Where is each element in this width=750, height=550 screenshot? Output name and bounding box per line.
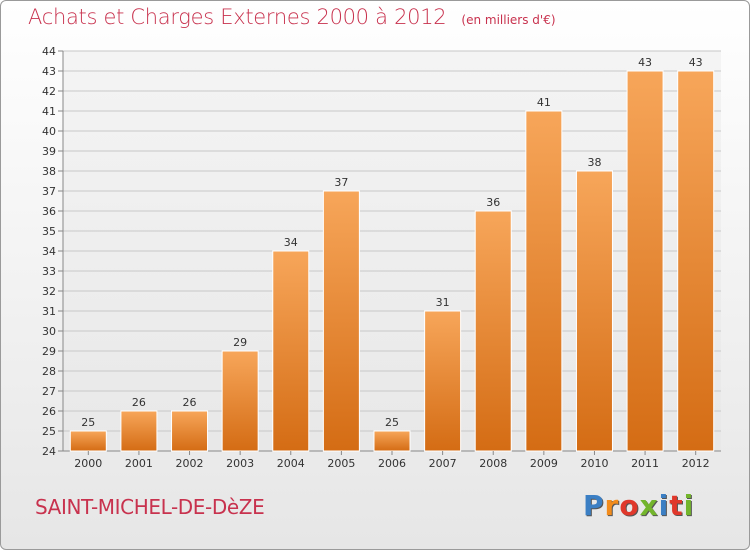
y-tick-label: 41	[42, 105, 56, 118]
y-tick-label: 27	[42, 385, 56, 398]
y-tick-label: 37	[42, 185, 56, 198]
y-tick-label: 30	[42, 325, 56, 338]
logo-letter: o	[619, 489, 640, 522]
x-tick-label: 2008	[479, 457, 507, 470]
bar	[474, 210, 512, 452]
y-tick-label: 24	[42, 445, 56, 458]
data-label: 43	[638, 56, 652, 69]
data-label: 31	[436, 296, 450, 309]
commune-name: SAINT-MICHEL-DE-DèZE	[35, 495, 265, 519]
y-tick-label: 34	[42, 245, 56, 258]
y-tick-label: 42	[42, 85, 56, 98]
y-tick-label: 35	[42, 225, 56, 238]
data-label: 38	[587, 156, 601, 169]
y-tick-label: 32	[42, 285, 56, 298]
y-tick-label: 36	[42, 205, 56, 218]
bar	[171, 410, 209, 452]
x-tick-label: 2006	[378, 457, 406, 470]
y-tick-label: 39	[42, 145, 56, 158]
y-tick-label: 25	[42, 425, 56, 438]
logo-letter: P	[583, 489, 605, 522]
logo-letter: x	[639, 489, 659, 522]
bar	[221, 350, 259, 452]
data-label: 25	[385, 416, 399, 429]
x-tick-label: 2009	[530, 457, 558, 470]
y-tick-label: 40	[42, 125, 56, 138]
bar	[322, 190, 360, 452]
data-label: 29	[233, 336, 247, 349]
bar	[373, 430, 411, 452]
y-tick-label: 33	[42, 265, 56, 278]
x-tick-label: 2005	[327, 457, 355, 470]
unit-text: (en milliers d'€)	[461, 13, 556, 27]
y-tick-label: 31	[42, 305, 56, 318]
x-tick-label: 2000	[74, 457, 102, 470]
data-label: 26	[132, 396, 146, 409]
logo-letter: i	[658, 489, 670, 522]
x-tick-label: 2012	[682, 457, 710, 470]
bar	[424, 310, 462, 452]
logo-letter: r	[604, 489, 620, 522]
data-label: 26	[183, 396, 197, 409]
title-text: Achats et Charges Externes 2000 à 2012	[28, 5, 447, 29]
plot-area: 24 25 26 27 28 29 30 31 32 33 34 35 36 37 38 39 40 41 42 43…	[42, 45, 721, 470]
bar	[626, 70, 664, 452]
logo-letter: t	[669, 489, 684, 522]
x-tick-label: 2003	[226, 457, 254, 470]
x-tick-label: 2007	[429, 457, 457, 470]
bar	[677, 70, 715, 452]
y-tick-label: 38	[42, 165, 56, 178]
bar	[575, 170, 613, 452]
x-tick-label: 2010	[580, 457, 608, 470]
x-tick-label: 2004	[277, 457, 305, 470]
data-label: 43	[689, 56, 703, 69]
data-label: 37	[334, 176, 348, 189]
logo-letter: i	[683, 489, 695, 522]
proxiti-logo: Proxiti	[583, 489, 694, 522]
y-tick-label: 43	[42, 65, 56, 78]
data-label: 41	[537, 96, 551, 109]
y-tick-label: 26	[42, 405, 56, 418]
bar	[272, 250, 310, 452]
data-label: 34	[284, 236, 298, 249]
y-tick-label: 44	[42, 45, 56, 58]
x-tick-label: 2002	[176, 457, 204, 470]
data-label: 36	[486, 196, 500, 209]
chart-title: Achats et Charges Externes 2000 à 2012 (…	[28, 5, 556, 29]
x-tick-label: 2001	[125, 457, 153, 470]
bar	[69, 430, 107, 452]
bar	[120, 410, 158, 452]
y-tick-label: 28	[42, 365, 56, 378]
x-tick-label: 2011	[631, 457, 659, 470]
y-tick-label: 29	[42, 345, 56, 358]
data-label: 25	[81, 416, 95, 429]
bar	[525, 110, 563, 452]
